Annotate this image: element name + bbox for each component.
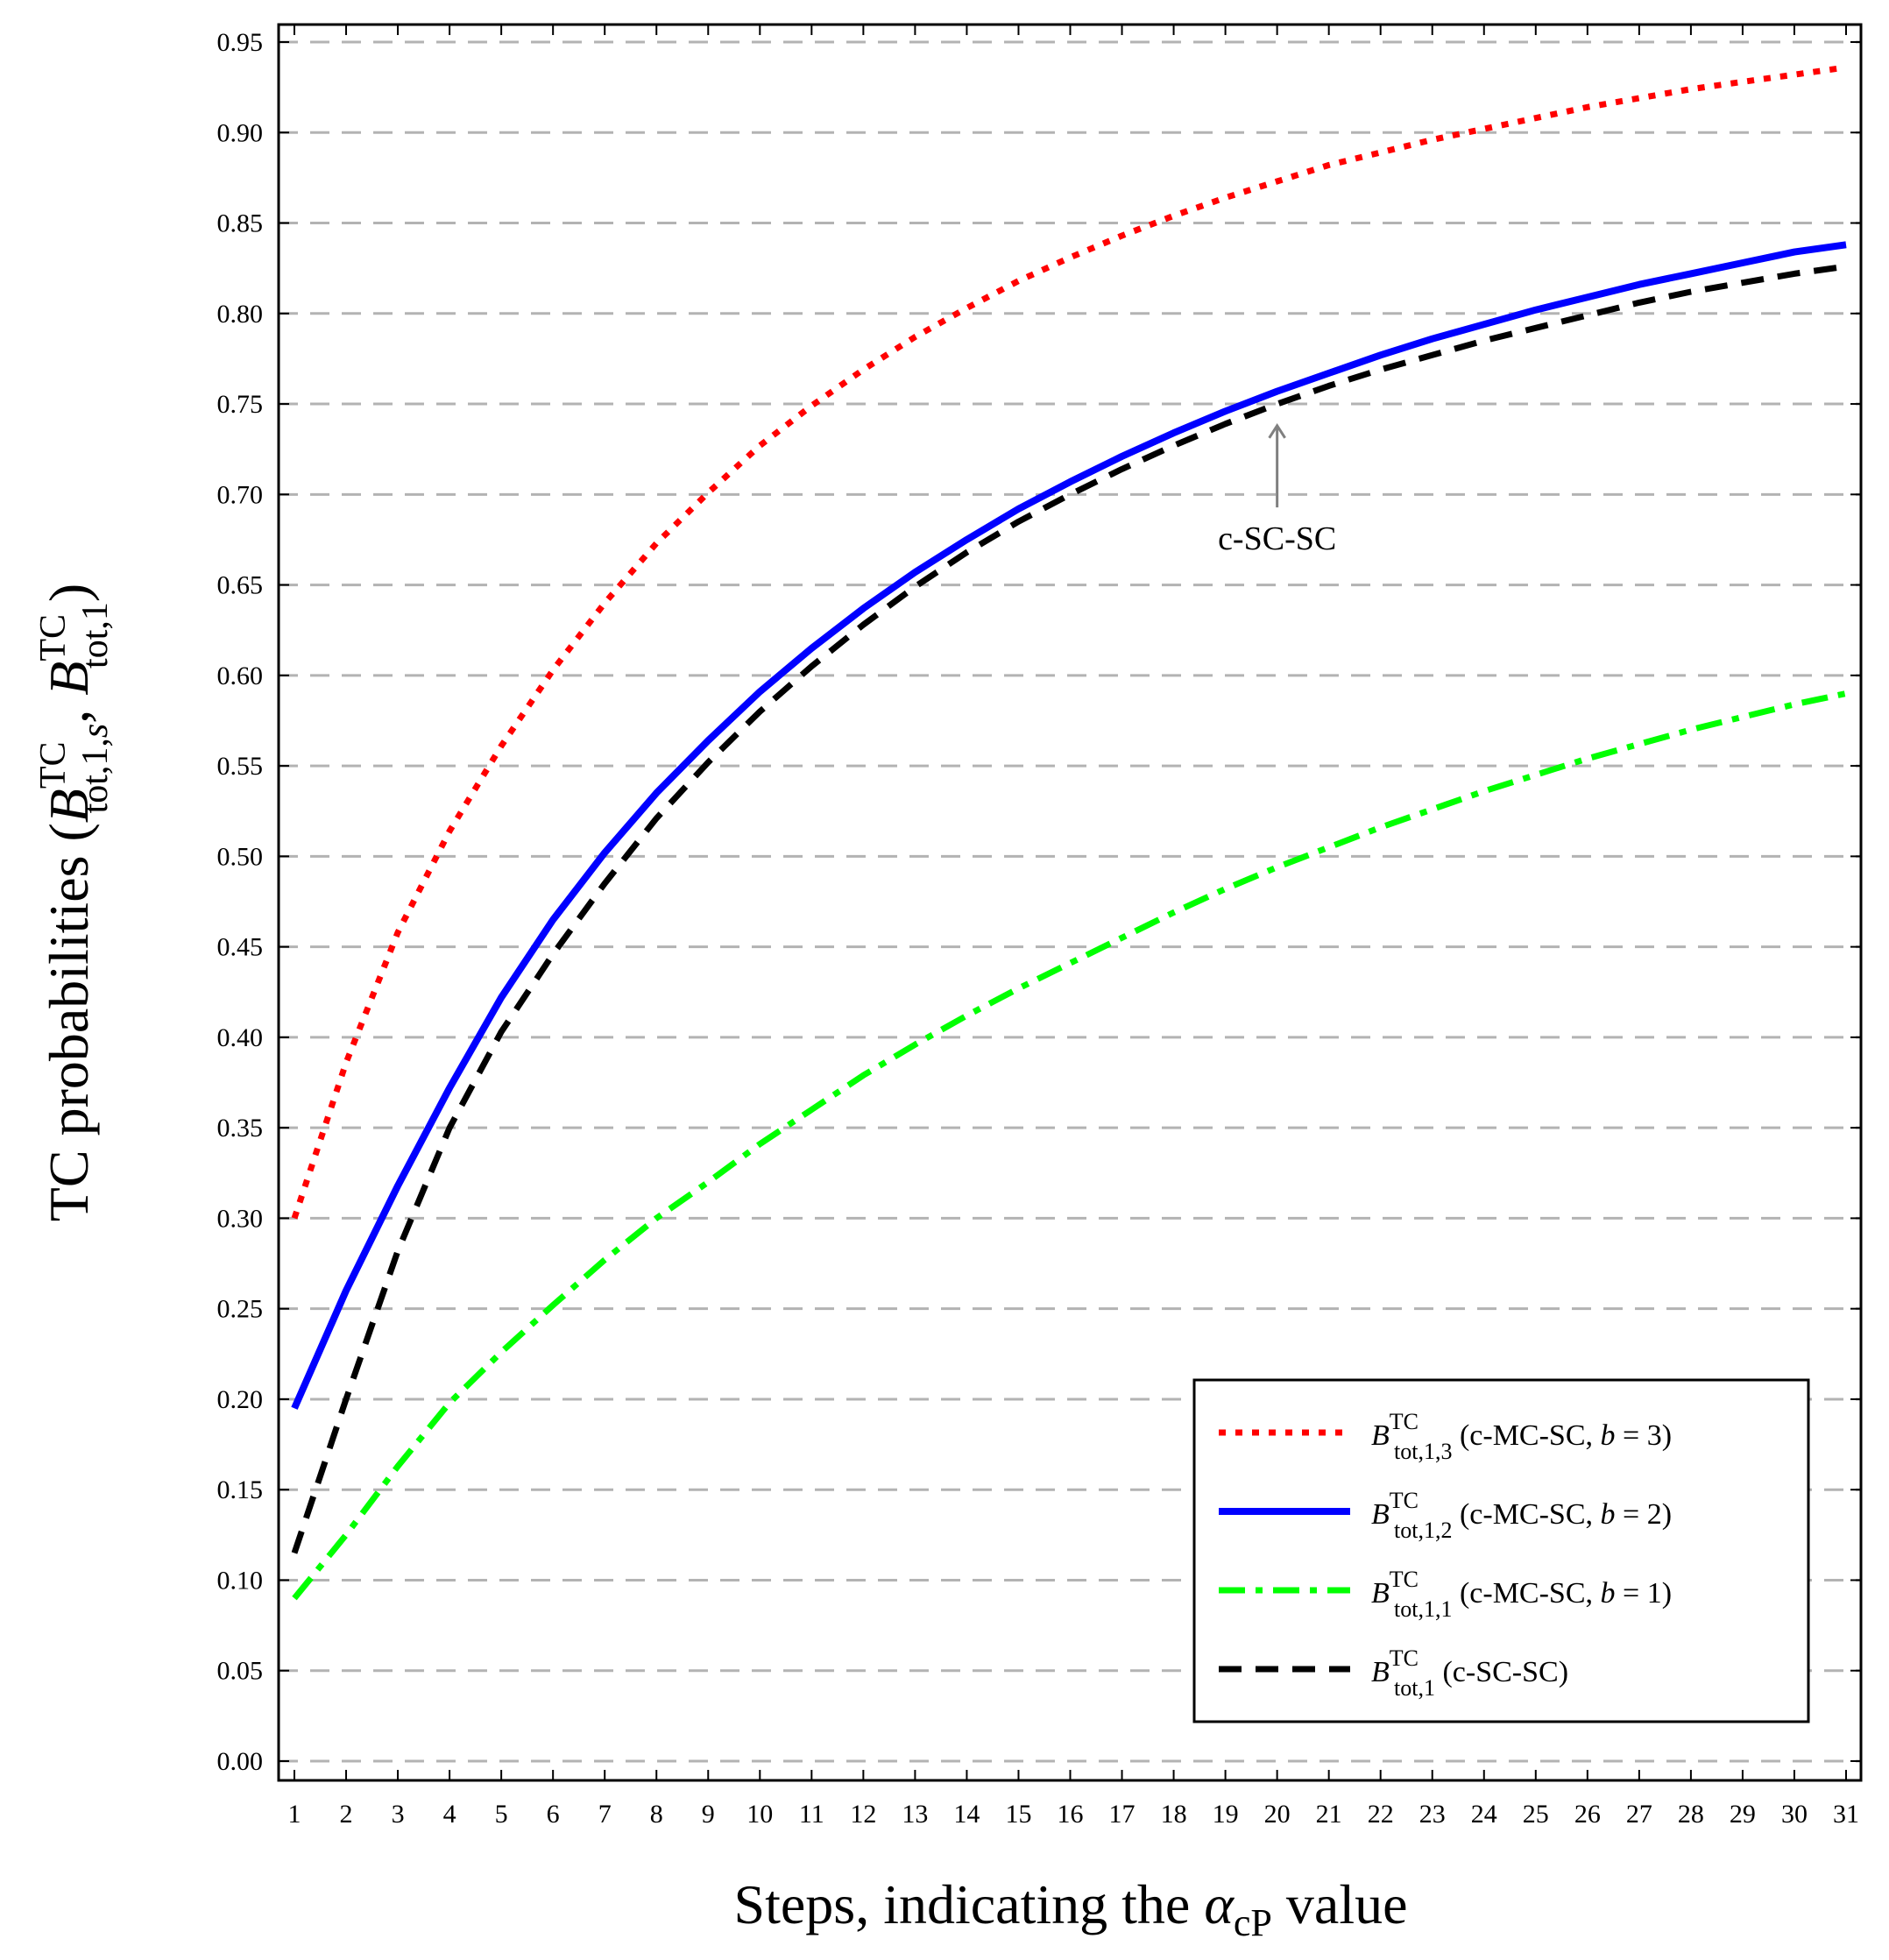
x-tick-label: 30: [1781, 1800, 1808, 1829]
x-tick-label: 9: [702, 1800, 715, 1829]
y-tick-label: 0.40: [217, 1023, 264, 1052]
x-axis-title: Steps, indicating the αcP value: [734, 1873, 1408, 1944]
y-tick-label: 0.60: [217, 662, 264, 690]
series-line-3: [292, 690, 1847, 1601]
annotation-label: c-SC-SC: [1218, 520, 1336, 557]
y-tick-label: 0.55: [217, 752, 264, 781]
series-layer: [291, 64, 1847, 1601]
x-tick-label: 31: [1833, 1800, 1859, 1829]
axis-ticks: 0.00 0.05 0.10 0.15 0.20 0.25 0.30 0.35 0.40 0.45…: [217, 25, 1861, 1829]
x-tick-label: 2: [340, 1800, 353, 1829]
y-tick-label: 0.70: [217, 480, 264, 509]
y-tick-label: 0.20: [217, 1385, 264, 1414]
series-line-4: [291, 263, 1847, 1554]
x-tick-label: 17: [1109, 1800, 1136, 1829]
legend-label-3: BTC tot,1,1 (c-MC-SC, b = 1): [1371, 1567, 1672, 1622]
x-tick-label: 8: [650, 1800, 663, 1829]
legend-label-4: BTC tot,1 (c-SC-SC): [1371, 1645, 1568, 1701]
x-tick-label: 15: [1005, 1800, 1031, 1829]
y-tick-label: 0.35: [217, 1114, 264, 1143]
x-tick-label: 21: [1316, 1800, 1342, 1829]
y-tick-label: 0.50: [217, 842, 264, 871]
x-tick-label: 18: [1161, 1800, 1187, 1829]
x-tick-label: 16: [1058, 1800, 1084, 1829]
legend-box: [1192, 1378, 1810, 1723]
y-tick-label: 0.80: [217, 300, 264, 329]
x-tick-label: 4: [443, 1800, 456, 1829]
x-tick-label: 5: [495, 1800, 508, 1829]
x-tick-label: 11: [799, 1800, 824, 1829]
x-tick-label: 3: [392, 1800, 405, 1829]
y-tick-label: 0.30: [217, 1204, 264, 1233]
x-tick-label: 26: [1574, 1800, 1601, 1829]
x-tick-label: 29: [1730, 1800, 1756, 1829]
series-line-2: [291, 241, 1847, 1410]
x-tick-label: 25: [1523, 1800, 1549, 1829]
grid-lines: [279, 40, 1861, 1763]
annotation-layer: c-SC-SC: [1218, 423, 1336, 557]
x-tick-label: 14: [953, 1800, 980, 1829]
y-tick-label: 0.45: [217, 933, 264, 962]
x-tick-label: 27: [1626, 1800, 1652, 1829]
x-tick-label: 10: [746, 1800, 773, 1829]
x-tick-label: 19: [1213, 1800, 1239, 1829]
y-tick-label: 0.00: [217, 1747, 264, 1776]
x-tick-label: 22: [1368, 1800, 1394, 1829]
x-tick-label: 7: [598, 1800, 612, 1829]
y-tick-label: 0.05: [217, 1657, 264, 1686]
x-tick-label: 23: [1419, 1800, 1446, 1829]
y-tick-label: 0.25: [217, 1295, 264, 1324]
y-tick-label: 0.75: [217, 390, 264, 419]
x-tick-label: 13: [902, 1800, 928, 1829]
y-axis-title: TC probabilities (BTCtot,1,s, BTCtot,1): [33, 584, 116, 1221]
y-tick-label: 0.85: [217, 209, 264, 238]
y-tick-label: 0.65: [217, 571, 264, 600]
legend: BTC tot,1,3 (c-MC-SC, b = 3) BTC tot,1,2 (c…: [1192, 1378, 1810, 1723]
x-tick-label: 12: [850, 1800, 876, 1829]
legend-label-1: BTC tot,1,3 (c-MC-SC, b = 3): [1371, 1409, 1672, 1464]
legend-label-2: BTC tot,1,2 (c-MC-SC, b = 2): [1371, 1488, 1672, 1543]
y-tick-label: 0.15: [217, 1475, 264, 1504]
x-tick-label: 24: [1471, 1800, 1497, 1829]
x-tick-label: 1: [288, 1800, 301, 1829]
y-tick-label: 0.10: [217, 1566, 264, 1595]
x-tick-label: 6: [547, 1800, 560, 1829]
y-tick-label: 0.90: [217, 118, 264, 147]
y-tick-label: 0.95: [217, 28, 264, 57]
x-tick-label: 28: [1678, 1800, 1704, 1829]
series-line-1: [291, 64, 1847, 1220]
x-tick-label: 20: [1264, 1800, 1291, 1829]
annotation-arrowhead: [1268, 423, 1286, 439]
